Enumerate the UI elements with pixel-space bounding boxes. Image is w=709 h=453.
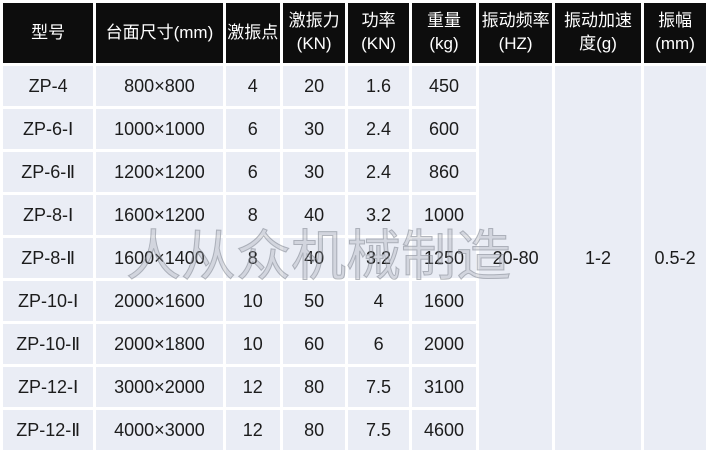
column-header-3: 激振力(KN) — [282, 3, 346, 63]
column-header-7: 振动加速度(g) — [554, 3, 642, 63]
value-cell: 3000×2000 — [96, 367, 223, 407]
model-cell: ZP-4 — [3, 66, 94, 106]
value-cell: 60 — [282, 324, 346, 364]
table-row: ZP-12-Ⅰ 3000×2000 12 80 7.5 3100 — [3, 367, 706, 407]
table-row: ZP-6-Ⅰ 1000×1000 6 30 2.4 600 — [3, 109, 706, 149]
table-row: ZP-4 800×800 4 20 1.6 450 20-80 1-2 0.5-2 — [3, 66, 706, 450]
value-cell: 3100 — [411, 367, 477, 407]
column-header-6: 振动频率(HZ) — [479, 3, 552, 63]
value-cell: 1000×1000 — [96, 109, 223, 149]
model-cell: ZP-10-Ⅰ — [3, 281, 94, 321]
value-cell: 80 — [282, 410, 346, 450]
value-cell: 2000 — [411, 324, 477, 364]
model-cell: ZP-12-Ⅰ — [3, 367, 94, 407]
value-cell: 3.2 — [348, 195, 409, 235]
merged-value-cell: 1-2 — [554, 66, 642, 450]
value-cell: 10 — [225, 324, 280, 364]
value-cell: 6 — [348, 324, 409, 364]
model-cell: ZP-6-Ⅱ — [3, 152, 94, 192]
value-cell: 6 — [225, 152, 280, 192]
model-cell: ZP-10-Ⅱ — [3, 324, 94, 364]
column-header-4: 功率(KN) — [348, 3, 409, 63]
value-cell: 1200×1200 — [96, 152, 223, 192]
value-cell: 30 — [282, 152, 346, 192]
value-cell: 8 — [225, 238, 280, 278]
value-cell: 50 — [282, 281, 346, 321]
value-cell: 800×800 — [96, 66, 223, 106]
column-header-2: 激振点 — [225, 3, 280, 63]
header-row: 型号 台面尺寸(mm) 激振点 激振力(KN) 功率(KN) 重量(kg) 振动频率(HZ)… — [3, 3, 706, 63]
value-cell: 1250 — [411, 238, 477, 278]
column-header-1: 台面尺寸(mm) — [96, 3, 223, 63]
merged-value-cell: 0.5-2 — [644, 66, 706, 450]
value-cell: 450 — [411, 66, 477, 106]
value-cell: 4000×3000 — [96, 410, 223, 450]
value-cell: 8 — [225, 195, 280, 235]
value-cell: 2.4 — [348, 152, 409, 192]
table-row: ZP-10-Ⅱ 2000×1800 10 60 6 2000 — [3, 324, 706, 364]
column-header-0: 型号 — [3, 3, 94, 63]
value-cell: 600 — [411, 109, 477, 149]
merged-value-cell: 20-80 — [479, 66, 552, 450]
value-cell: 1000 — [411, 195, 477, 235]
column-header-5: 重量(kg) — [411, 3, 477, 63]
model-cell: ZP-8-Ⅱ — [3, 238, 94, 278]
value-cell: 3.2 — [348, 238, 409, 278]
value-cell: 12 — [225, 367, 280, 407]
value-cell: 10 — [225, 281, 280, 321]
value-cell: 80 — [282, 367, 346, 407]
value-cell: 7.5 — [348, 410, 409, 450]
value-cell: 4 — [348, 281, 409, 321]
value-cell: 7.5 — [348, 367, 409, 407]
value-cell: 860 — [411, 152, 477, 192]
value-cell: 4600 — [411, 410, 477, 450]
value-cell: 1600 — [411, 281, 477, 321]
value-cell: 2000×1800 — [96, 324, 223, 364]
table-row: ZP-8-Ⅱ 1600×1400 8 40 3.2 1250 — [3, 238, 706, 278]
value-cell: 1.6 — [348, 66, 409, 106]
value-cell: 4 — [225, 66, 280, 106]
value-cell: 30 — [282, 109, 346, 149]
value-cell: 2000×1600 — [96, 281, 223, 321]
value-cell: 6 — [225, 109, 280, 149]
table-row: ZP-10-Ⅰ 2000×1600 10 50 4 1600 — [3, 281, 706, 321]
model-cell: ZP-8-Ⅰ — [3, 195, 94, 235]
model-cell: ZP-6-Ⅰ — [3, 109, 94, 149]
table-row: ZP-8-Ⅰ 1600×1200 8 40 3.2 1000 — [3, 195, 706, 235]
value-cell: 1600×1400 — [96, 238, 223, 278]
value-cell: 12 — [225, 410, 280, 450]
value-cell: 20 — [282, 66, 346, 106]
value-cell: 40 — [282, 238, 346, 278]
value-cell: 40 — [282, 195, 346, 235]
model-cell: ZP-12-Ⅱ — [3, 410, 94, 450]
table-body: ZP-4 800×800 4 20 1.6 450 20-80 1-2 0.5-2 ZP-6-Ⅰ 1… — [3, 66, 706, 450]
table-row: ZP-12-Ⅱ 4000×3000 12 80 7.5 4600 — [3, 410, 706, 450]
column-header-8: 振幅(mm) — [644, 3, 706, 63]
value-cell: 1600×1200 — [96, 195, 223, 235]
table-row: ZP-6-Ⅱ 1200×1200 6 30 2.4 860 — [3, 152, 706, 192]
value-cell: 2.4 — [348, 109, 409, 149]
